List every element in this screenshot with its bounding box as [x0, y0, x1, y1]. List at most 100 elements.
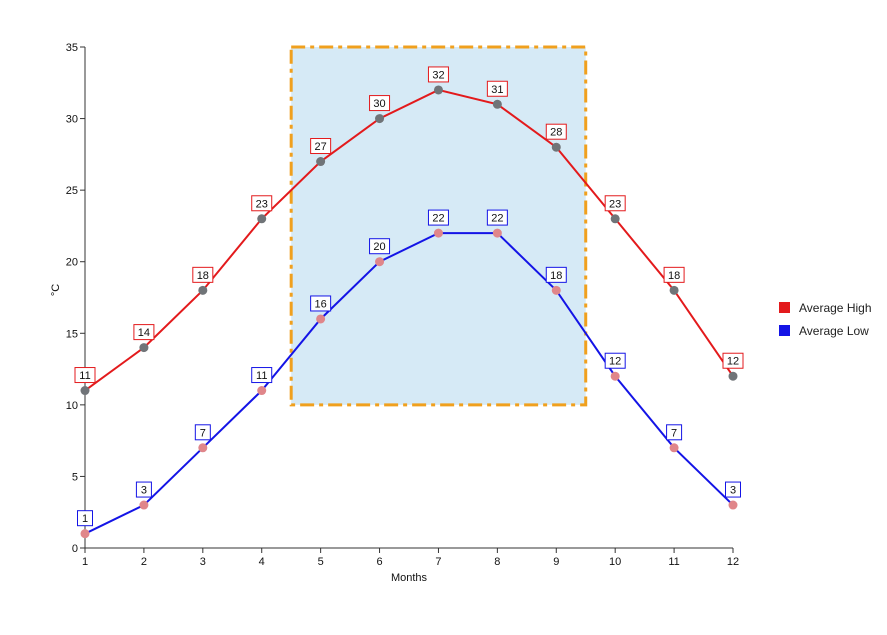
data-label: 11	[256, 370, 267, 382]
y-tick-label: 10	[66, 400, 78, 412]
data-point	[198, 443, 208, 453]
x-tick-label: 6	[376, 556, 382, 568]
data-label: 1	[82, 513, 88, 525]
series-2-labels: 1 3 7 11 16 20 22 22 18 12 7 3	[77, 209, 741, 527]
data-point	[492, 228, 502, 238]
data-point	[257, 214, 267, 224]
data-label: 7	[671, 427, 677, 439]
data-label-box	[722, 352, 744, 369]
data-label-box	[310, 295, 332, 312]
data-label-box	[369, 238, 391, 255]
data-point	[669, 443, 679, 453]
data-label-box	[666, 424, 683, 441]
data-label: 14	[138, 327, 150, 339]
data-label: 28	[550, 127, 562, 139]
highlight-region	[289, 45, 588, 407]
data-label-box	[369, 95, 391, 112]
data-label: 32	[432, 69, 444, 81]
data-label-box	[427, 66, 449, 83]
data-label-box	[194, 424, 211, 441]
data-label: 12	[727, 356, 739, 368]
x-tick-label: 9	[553, 556, 559, 568]
data-label-box	[192, 266, 214, 283]
data-point	[433, 228, 443, 238]
data-label: 7	[200, 427, 206, 439]
data-label: 3	[730, 485, 736, 497]
series-2	[80, 228, 738, 539]
data-point	[80, 386, 90, 396]
data-point	[728, 371, 738, 381]
data-point	[139, 343, 149, 353]
data-point	[433, 85, 443, 95]
y-axis-ticks: 0 5 10 15 20 25 30 35	[66, 42, 85, 555]
data-label: 22	[432, 213, 444, 225]
x-tick-label: 8	[494, 556, 500, 568]
data-label-box	[663, 266, 685, 283]
x-tick-label: 5	[318, 556, 324, 568]
y-tick-label: 15	[66, 328, 78, 340]
data-label-box	[486, 209, 508, 226]
data-label: 12	[609, 356, 621, 368]
data-point	[492, 99, 502, 109]
x-axis-ticks: 1 2 3 4 5 6 7 8 9 10 11 12	[82, 548, 739, 568]
data-label-box	[486, 80, 508, 97]
data-label: 30	[373, 98, 385, 110]
legend: Average High Average Low	[779, 301, 872, 338]
data-label: 22	[491, 213, 503, 225]
data-point	[316, 157, 326, 167]
data-point	[375, 114, 385, 124]
y-tick-label: 25	[66, 185, 78, 197]
data-label: 20	[373, 241, 385, 253]
x-tick-label: 7	[435, 556, 441, 568]
y-tick-label: 35	[66, 42, 78, 54]
data-label-box	[427, 209, 449, 226]
data-label-box	[74, 367, 96, 384]
data-label-box	[310, 138, 332, 155]
x-tick-label: 3	[200, 556, 206, 568]
x-tick-label: 12	[727, 556, 739, 568]
data-point	[669, 285, 679, 295]
data-point	[610, 214, 620, 224]
data-point	[551, 285, 561, 295]
data-point	[551, 142, 561, 152]
data-point	[728, 500, 738, 510]
x-tick-label: 2	[141, 556, 147, 568]
data-label: 31	[491, 84, 503, 96]
y-tick-label: 20	[66, 257, 78, 269]
data-point	[375, 257, 385, 267]
data-point	[610, 371, 620, 381]
data-label-box	[604, 195, 626, 212]
data-label-box	[545, 266, 567, 283]
data-point	[316, 314, 326, 324]
series-1	[80, 85, 738, 396]
data-label-box	[77, 510, 93, 527]
data-label-box	[725, 481, 741, 498]
data-label-box	[133, 324, 155, 341]
y-tick-label: 30	[66, 114, 78, 126]
data-point	[139, 500, 149, 510]
series-line	[84, 232, 734, 535]
legend-swatch	[779, 325, 790, 336]
data-label: 11	[79, 370, 90, 382]
data-label: 18	[550, 270, 562, 282]
x-tick-label: 1	[82, 556, 88, 568]
data-label: 16	[315, 298, 327, 310]
legend-swatch	[779, 302, 790, 313]
data-label-box	[251, 367, 273, 384]
data-label: 18	[197, 270, 209, 282]
data-label-box	[604, 352, 626, 369]
data-label: 23	[609, 198, 621, 210]
data-label: 27	[315, 141, 327, 153]
legend-label: Average Low	[799, 324, 869, 338]
y-tick-label: 0	[72, 543, 78, 555]
data-point	[198, 285, 208, 295]
series-line	[84, 88, 734, 392]
x-tick-label: 4	[259, 556, 265, 568]
data-label: 18	[668, 270, 680, 282]
data-point	[80, 529, 90, 539]
series-1-labels: 11 14 18 23 27 30 32 31 28 23 18 12	[74, 66, 744, 384]
y-axis-title: °C	[50, 284, 62, 296]
data-label-box	[545, 123, 567, 140]
data-label: 3	[141, 485, 147, 497]
